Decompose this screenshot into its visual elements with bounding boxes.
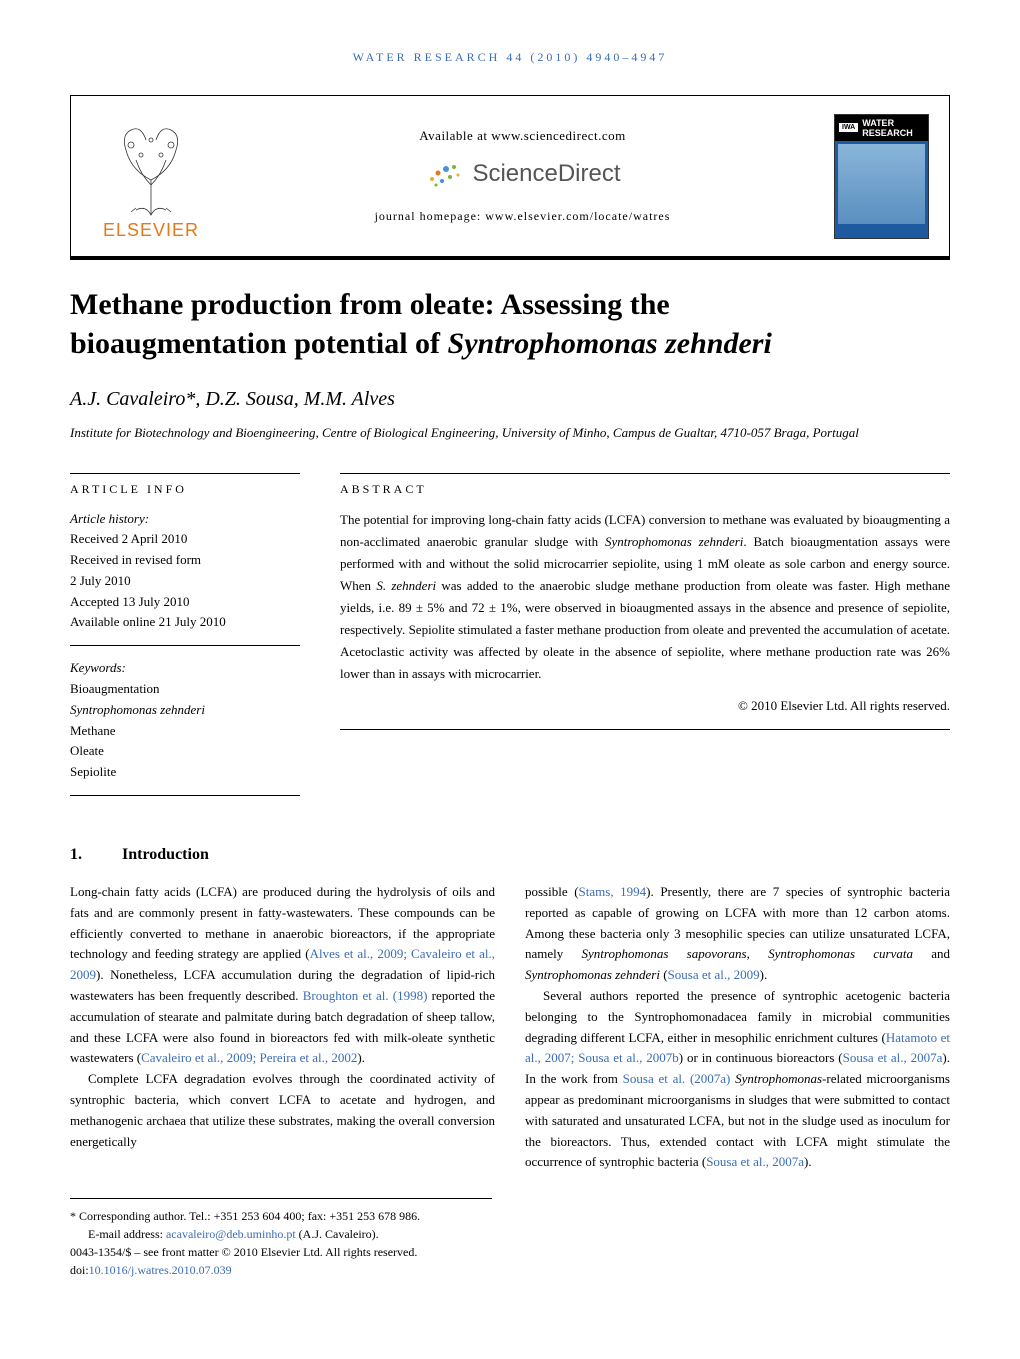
keywords-label: Keywords: xyxy=(70,658,300,679)
elsevier-logo: ELSEVIER xyxy=(91,111,211,241)
copyright: © 2010 Elsevier Ltd. All rights reserved… xyxy=(340,695,950,717)
abstract-species2: S. zehnderi xyxy=(376,578,436,593)
journal-cover: IWA WATER RESEARCH xyxy=(834,114,929,239)
abstract-heading: ABSTRACT xyxy=(340,473,950,497)
doi-link[interactable]: 10.1016/j.watres.2010.07.039 xyxy=(89,1263,232,1277)
online-date: Available online 21 July 2010 xyxy=(70,612,300,633)
publisher-header: ELSEVIER Available at www.sciencedirect.… xyxy=(70,95,950,260)
running-head: WATER RESEARCH 44 (2010) 4940–4947 xyxy=(70,50,950,65)
footer: * Corresponding author. Tel.: +351 253 6… xyxy=(70,1207,950,1279)
doi-line: doi:10.1016/j.watres.2010.07.039 xyxy=(70,1261,950,1279)
p4-b: ) or in continuous bioreactors ( xyxy=(679,1050,843,1065)
info-abstract-row: ARTICLE INFO Article history: Received 2… xyxy=(70,473,950,797)
title-species: Syntrophomonas zehnderi xyxy=(448,327,772,360)
elsevier-tree-icon xyxy=(101,120,201,220)
sciencedirect-text: ScienceDirect xyxy=(472,160,620,188)
corresponding-author: * Corresponding author. Tel.: +351 253 6… xyxy=(70,1207,950,1225)
p3-d: and xyxy=(913,946,950,961)
abstract-species1: Syntrophomonas zehnderi xyxy=(605,534,743,549)
genus-syntrophomonas: Syntrophomonas xyxy=(735,1071,822,1086)
ref-sousa-2007a-1[interactable]: Sousa et al., 2007a xyxy=(843,1050,943,1065)
p3-c: , xyxy=(747,946,769,961)
cover-title: WATER RESEARCH xyxy=(862,118,924,138)
body-col-left: Long-chain fatty acids (LCFA) are produc… xyxy=(70,882,495,1173)
p3-e: ( xyxy=(660,967,668,982)
species-curvata: Syntrophomonas curvata xyxy=(768,946,913,961)
accepted-date: Accepted 13 July 2010 xyxy=(70,592,300,613)
sciencedirect-logo: ScienceDirect xyxy=(231,159,814,189)
p3-a: possible ( xyxy=(525,884,579,899)
para-3: possible (Stams, 1994). Presently, there… xyxy=(525,882,950,986)
issn-line: 0043-1354/$ – see front matter © 2010 El… xyxy=(70,1243,950,1261)
email-line: E-mail address: acavaleiro@deb.uminho.pt… xyxy=(70,1225,950,1243)
affiliation: Institute for Biotechnology and Bioengin… xyxy=(70,423,950,443)
email-suffix: (A.J. Cavaleiro). xyxy=(296,1227,379,1241)
abstract-text: The potential for improving long-chain f… xyxy=(340,509,950,731)
body-col-right: possible (Stams, 1994). Presently, there… xyxy=(525,882,950,1173)
ref-broughton-1998[interactable]: Broughton et al. (1998) xyxy=(303,988,428,1003)
revised-date: 2 July 2010 xyxy=(70,571,300,592)
sciencedirect-icon xyxy=(424,159,464,189)
keyword-5: Sepiolite xyxy=(70,762,300,783)
p3-f: ). xyxy=(760,967,768,982)
article-title: Methane production from oleate: Assessin… xyxy=(70,285,950,363)
abstract-e: was added to the anaerobic sludge methan… xyxy=(340,578,950,681)
keyword-4: Oleate xyxy=(70,741,300,762)
para-4: Several authors reported the presence of… xyxy=(525,986,950,1173)
article-info: ARTICLE INFO Article history: Received 2… xyxy=(70,473,300,797)
title-line2a: bioaugmentation potential of xyxy=(70,327,448,360)
abstract: ABSTRACT The potential for improving lon… xyxy=(340,473,950,797)
cover-header: IWA WATER RESEARCH xyxy=(835,115,928,141)
section-1-num: 1. xyxy=(70,846,82,863)
p1-d: ). xyxy=(357,1050,365,1065)
keyword-2: Syntrophomonas zehnderi xyxy=(70,700,300,721)
footer-separator xyxy=(70,1198,492,1207)
received-date: Received 2 April 2010 xyxy=(70,529,300,550)
email-link[interactable]: acavaleiro@deb.uminho.pt xyxy=(166,1227,296,1241)
keyword-1: Bioaugmentation xyxy=(70,679,300,700)
p4-f: ). xyxy=(804,1154,812,1169)
ref-sousa-2007a-3[interactable]: Sousa et al., 2007a xyxy=(706,1154,804,1169)
ref-sousa-2009[interactable]: Sousa et al., 2009 xyxy=(668,967,760,982)
authors: A.J. Cavaleiro*, D.Z. Sousa, M.M. Alves xyxy=(70,388,950,411)
species-zehnderi: Syntrophomonas zehnderi xyxy=(525,967,660,982)
species-sapovorans: Syntrophomonas sapovorans xyxy=(582,946,747,961)
elsevier-name: ELSEVIER xyxy=(103,220,199,241)
doi-label: doi: xyxy=(70,1263,89,1277)
article-info-heading: ARTICLE INFO xyxy=(70,473,300,497)
cover-image xyxy=(838,144,925,224)
para-2: Complete LCFA degradation evolves throug… xyxy=(70,1069,495,1152)
keyword-3: Methane xyxy=(70,721,300,742)
article-history: Article history: Received 2 April 2010 R… xyxy=(70,509,300,647)
ref-sousa-2007a-2[interactable]: Sousa et al. (2007a) xyxy=(623,1071,731,1086)
ref-cavaleiro-2009[interactable]: Cavaleiro et al., 2009; Pereira et al., … xyxy=(141,1050,357,1065)
keywords: Keywords: Bioaugmentation Syntrophomonas… xyxy=(70,658,300,796)
title-line1: Methane production from oleate: Assessin… xyxy=(70,288,670,321)
body-columns: Long-chain fatty acids (LCFA) are produc… xyxy=(70,882,950,1173)
section-1-heading: 1. Introduction xyxy=(70,846,950,864)
section-1-title: Introduction xyxy=(122,846,209,863)
header-center: Available at www.sciencedirect.com Scien… xyxy=(231,128,814,224)
email-label: E-mail address: xyxy=(88,1227,166,1241)
iwa-badge: IWA xyxy=(839,123,858,132)
history-label: Article history: xyxy=(70,509,300,530)
revised-label: Received in revised form xyxy=(70,550,300,571)
para-1: Long-chain fatty acids (LCFA) are produc… xyxy=(70,882,495,1069)
available-at: Available at www.sciencedirect.com xyxy=(231,128,814,144)
ref-stams-1994[interactable]: Stams, 1994 xyxy=(579,884,647,899)
journal-homepage: journal homepage: www.elsevier.com/locat… xyxy=(231,209,814,224)
